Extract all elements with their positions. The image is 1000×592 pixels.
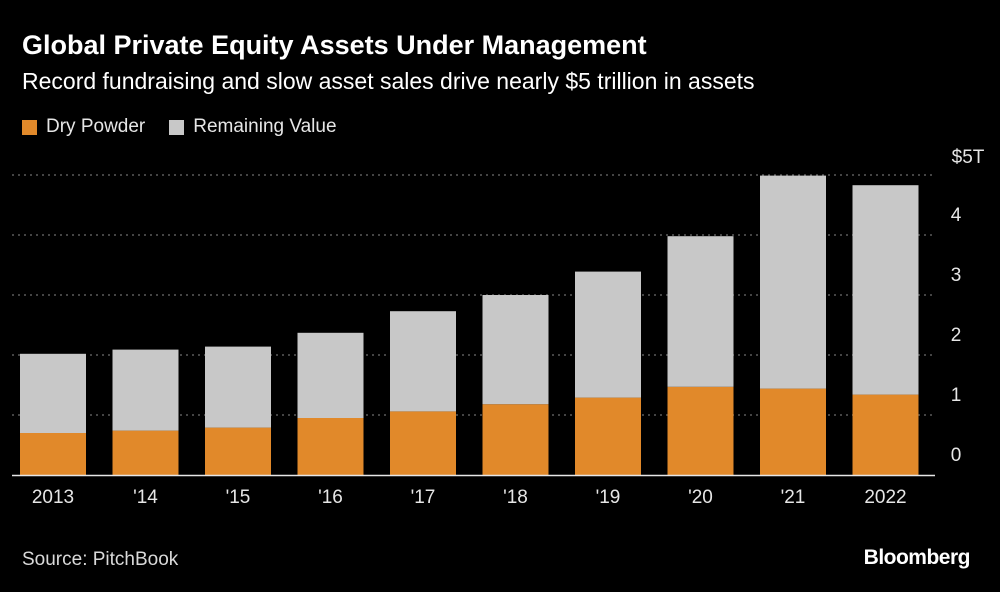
x-tick-label-1: '14 bbox=[133, 487, 158, 508]
source-note: Source: PitchBook bbox=[22, 549, 179, 570]
bar-dry-powder-9 bbox=[852, 394, 919, 475]
bar-remaining-value-8 bbox=[760, 175, 826, 389]
y-tick-label-4: 4 bbox=[951, 205, 962, 226]
bar-dry-powder-7 bbox=[667, 386, 734, 475]
bar-remaining-value-9 bbox=[852, 185, 919, 395]
bar-remaining-value-4 bbox=[390, 311, 456, 412]
x-tick-label-0: 2013 bbox=[32, 487, 74, 508]
legend-item-remaining-value: Remaining Value bbox=[169, 116, 337, 138]
x-tick-label-3: '16 bbox=[318, 487, 343, 508]
bar-remaining-value-1 bbox=[112, 349, 179, 431]
x-tick-label-5: '18 bbox=[503, 487, 528, 508]
x-tick-label-8: '21 bbox=[781, 487, 806, 508]
bar-remaining-value-5 bbox=[482, 295, 549, 405]
bar-dry-powder-5 bbox=[482, 404, 549, 475]
x-tick-label-7: '20 bbox=[688, 487, 713, 508]
bar-dry-powder-1 bbox=[112, 430, 179, 475]
legend: Dry Powder Remaining Value bbox=[22, 116, 361, 138]
legend-swatch-remaining-value bbox=[169, 119, 185, 135]
x-tick-label-2: '15 bbox=[226, 487, 251, 508]
legend-swatch-dry-powder bbox=[22, 119, 37, 135]
chart-subtitle: Record fundraising and slow asset sales … bbox=[22, 68, 755, 94]
bar-remaining-value-7 bbox=[667, 236, 734, 387]
bar-dry-powder-6 bbox=[575, 397, 641, 475]
bar-dry-powder-8 bbox=[760, 388, 826, 475]
y-tick-label-2: 2 bbox=[951, 325, 962, 346]
legend-label-remaining-value: Remaining Value bbox=[193, 116, 337, 137]
y-tick-label-1: 1 bbox=[951, 385, 962, 406]
bar-remaining-value-6 bbox=[575, 271, 641, 398]
bar-remaining-value-3 bbox=[297, 332, 364, 418]
legend-item-dry-powder: Dry Powder bbox=[22, 116, 145, 138]
bar-dry-powder-4 bbox=[390, 411, 456, 475]
x-tick-label-4: '17 bbox=[411, 487, 436, 508]
bar-remaining-value-2 bbox=[205, 346, 271, 428]
y-tick-label-3: 3 bbox=[951, 265, 962, 286]
brand-logo: Bloomberg bbox=[863, 546, 971, 569]
bar-dry-powder-2 bbox=[205, 427, 271, 475]
x-tick-label-9: 2022 bbox=[864, 487, 906, 508]
y-tick-label-0: 0 bbox=[951, 445, 962, 466]
bar-dry-powder-3 bbox=[297, 418, 364, 475]
y-tick-label-5: $5T bbox=[952, 147, 985, 168]
bar-dry-powder-0 bbox=[20, 433, 86, 475]
x-tick-label-6: '19 bbox=[596, 487, 621, 508]
legend-label-dry-powder: Dry Powder bbox=[46, 116, 146, 137]
chart-title: Global Private Equity Assets Under Manag… bbox=[22, 30, 647, 60]
bar-remaining-value-0 bbox=[20, 353, 86, 433]
